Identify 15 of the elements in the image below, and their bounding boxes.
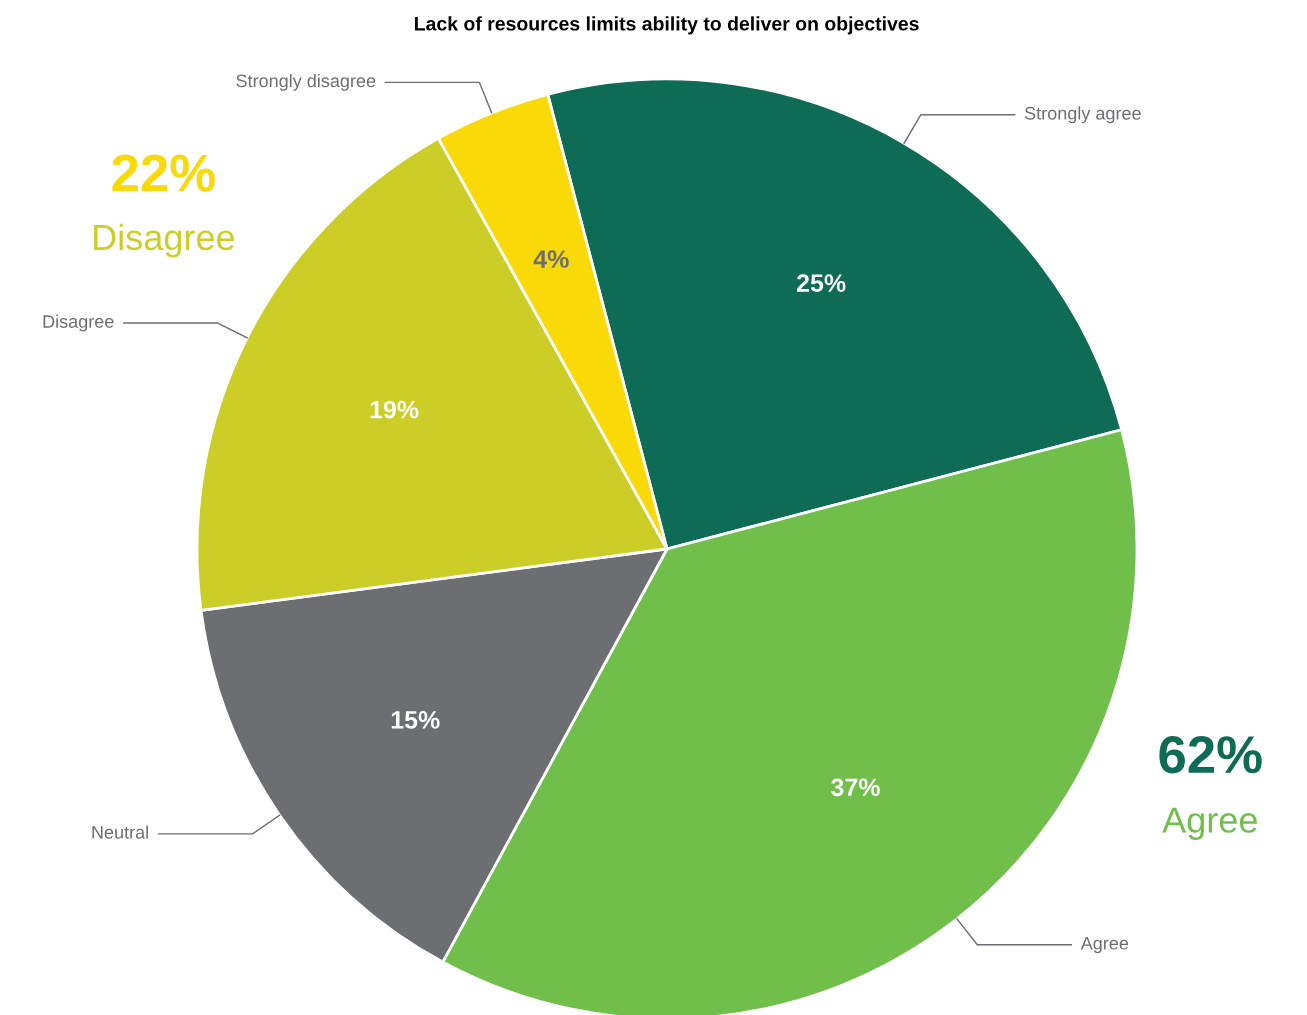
data-label: 25% <box>796 274 846 292</box>
text: 62% <box>1159 736 1262 774</box>
data-label: 37% <box>831 778 880 797</box>
data-label: 15% <box>391 711 440 729</box>
chart-title: Lack of resources limits ability to deliver on objectives <box>415 16 919 35</box>
slice-label: Strongly agree <box>1024 106 1141 124</box>
text: 22% <box>112 154 215 192</box>
slice-label: Neutral <box>92 825 148 839</box>
slice-label: Strongly disagree <box>236 73 376 91</box>
slice-label: Agree <box>1080 937 1129 954</box>
text: Disagree <box>94 223 235 258</box>
data-label: 19% <box>370 400 419 419</box>
text: Agree <box>1162 807 1257 840</box>
slice-label: Disagree <box>43 314 114 332</box>
data-label: 4% <box>533 250 569 268</box>
